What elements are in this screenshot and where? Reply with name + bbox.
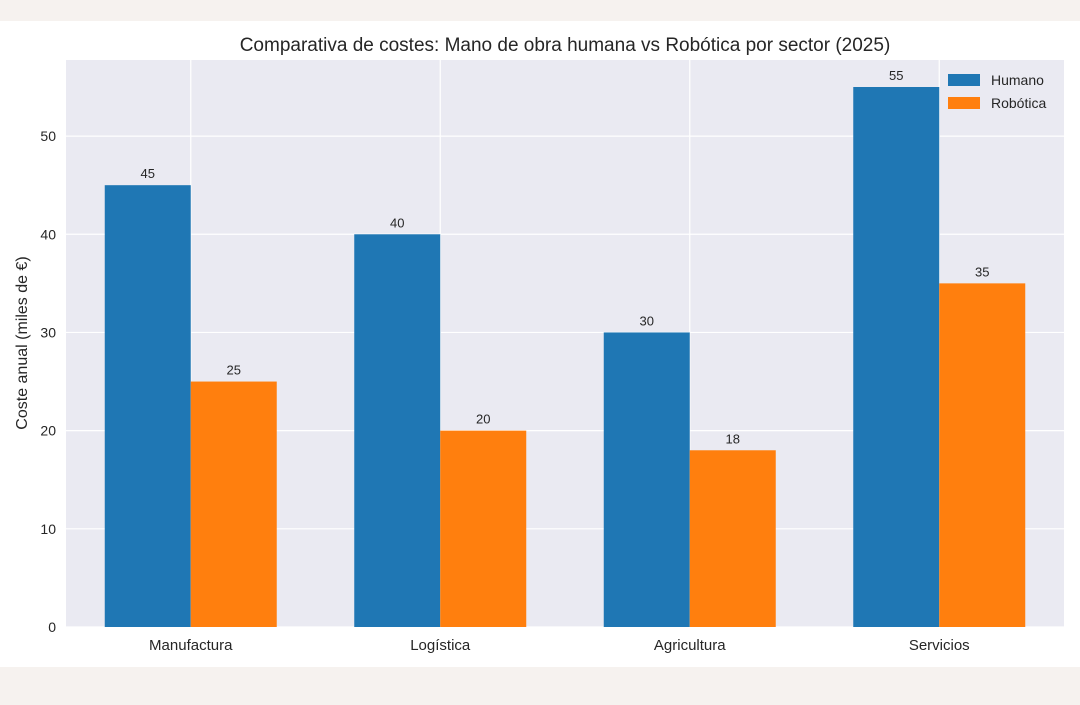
y-tick-label: 20 xyxy=(40,423,56,439)
data-label: 35 xyxy=(975,264,989,279)
legend-label: Robótica xyxy=(991,95,1046,111)
y-tick-label: 40 xyxy=(40,226,56,242)
data-label: 18 xyxy=(726,431,740,446)
y-tick-label: 0 xyxy=(48,619,56,635)
data-label: 45 xyxy=(141,166,155,181)
data-label: 25 xyxy=(227,363,241,378)
bar-robótica-agricultura xyxy=(689,450,776,627)
legend-swatch-humano xyxy=(948,74,980,86)
chart-figure: 45 40 30 55 25 20 18 35 0 10 20 30 40 50 Manufactura… xyxy=(0,21,1080,667)
bar-humano-agricultura xyxy=(603,332,690,627)
bar-robótica-logística xyxy=(440,430,527,627)
bar-humano-servicios xyxy=(853,87,940,627)
data-labels: 45 40 30 55 25 20 18 35 xyxy=(141,68,990,446)
bar-robótica-servicios xyxy=(939,283,1026,627)
y-tick-label: 30 xyxy=(40,324,56,340)
legend-swatch-robótica xyxy=(948,97,980,109)
legend: Humano Robótica xyxy=(948,72,1046,111)
y-axis-title: Coste anual (miles de €) xyxy=(14,256,31,429)
bar-humano-manufactura xyxy=(104,185,191,627)
x-tick-label: Agricultura xyxy=(654,637,726,654)
bar-humano-logística xyxy=(354,234,441,628)
data-label: 40 xyxy=(390,215,404,230)
bar-chart: 45 40 30 55 25 20 18 35 0 10 20 30 40 50 Manufactura… xyxy=(14,35,1064,654)
legend-label: Humano xyxy=(991,72,1044,88)
x-tick-label: Logística xyxy=(410,637,471,654)
x-tick-label: Servicios xyxy=(909,637,970,654)
data-label: 30 xyxy=(640,313,654,328)
chart-title: Comparativa de costes: Mano de obra huma… xyxy=(240,35,891,56)
data-label: 55 xyxy=(889,68,903,83)
bars xyxy=(104,87,1026,628)
y-tick-label: 10 xyxy=(40,521,56,537)
x-tick-label: Manufactura xyxy=(149,637,233,654)
x-axis-ticks: Manufactura Logística Agricultura Servicios xyxy=(149,637,970,654)
data-label: 20 xyxy=(476,412,490,427)
y-tick-label: 50 xyxy=(40,128,56,144)
bar-robótica-manufactura xyxy=(190,381,277,627)
y-axis-ticks: 0 10 20 30 40 50 xyxy=(40,128,56,635)
